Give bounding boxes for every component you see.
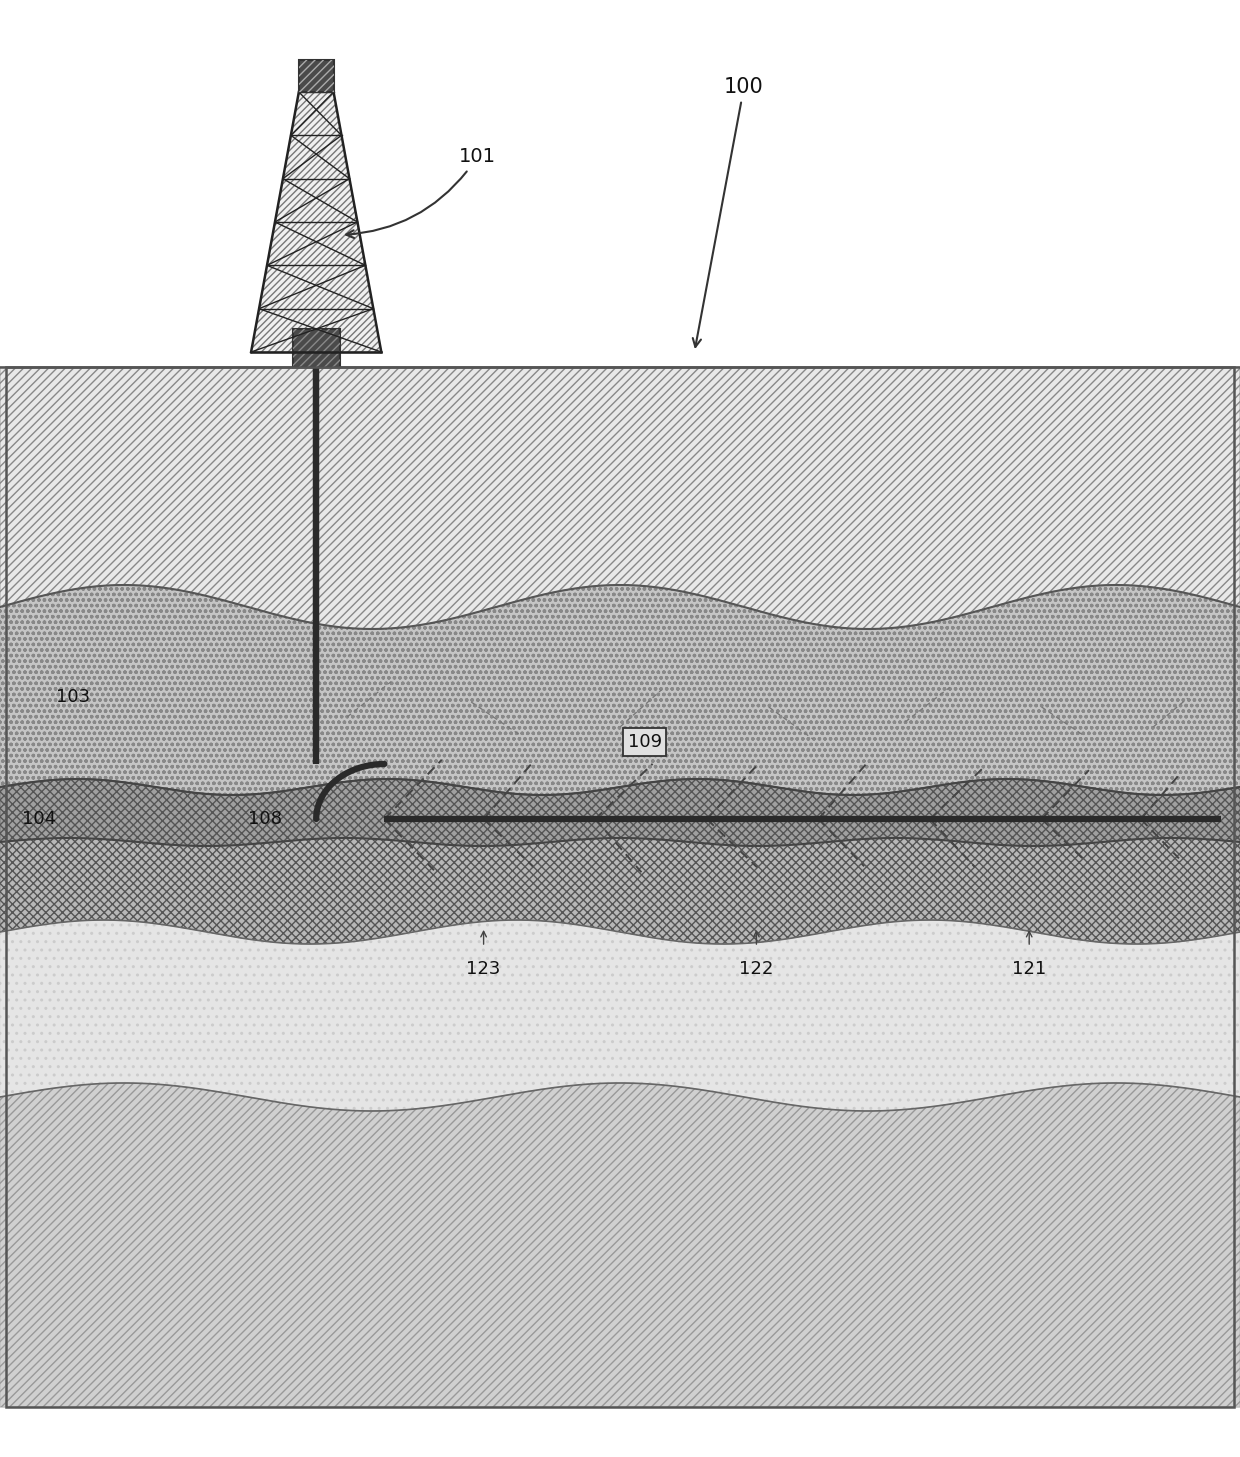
Text: 109: 109 <box>627 733 662 750</box>
Text: 101: 101 <box>346 147 496 237</box>
Text: 121: 121 <box>1012 960 1047 978</box>
Polygon shape <box>0 919 1240 1112</box>
Text: 123: 123 <box>466 960 501 978</box>
Bar <box>6 367 1234 1407</box>
Text: 104: 104 <box>22 810 57 828</box>
Polygon shape <box>0 779 1240 847</box>
Text: 103: 103 <box>56 688 91 707</box>
Polygon shape <box>0 1083 1240 1407</box>
Polygon shape <box>0 586 1240 796</box>
Polygon shape <box>0 838 1240 944</box>
Polygon shape <box>250 92 381 353</box>
Text: 100: 100 <box>693 77 764 347</box>
Text: 108: 108 <box>248 810 281 828</box>
Polygon shape <box>0 367 1240 629</box>
Text: 122: 122 <box>739 960 774 978</box>
Bar <box>293 329 340 367</box>
Bar <box>299 60 334 92</box>
Bar <box>299 60 334 92</box>
Bar <box>293 329 340 367</box>
